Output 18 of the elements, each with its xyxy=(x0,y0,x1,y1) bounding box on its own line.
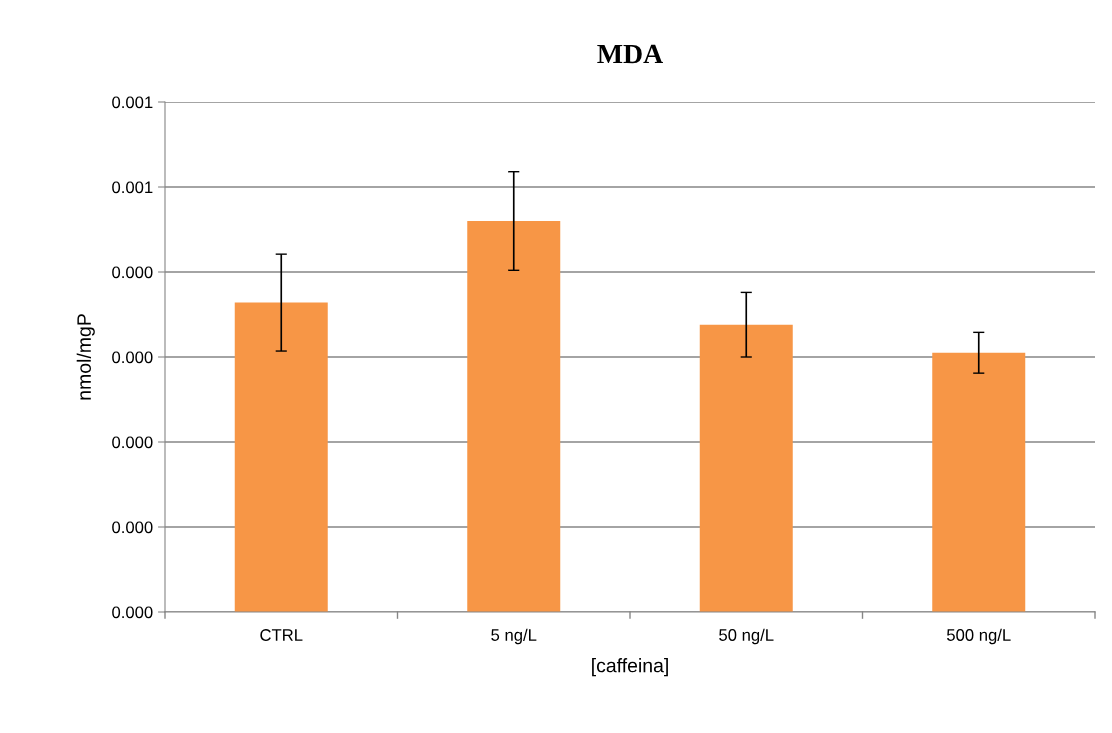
y-tick-label: 0.000 xyxy=(112,521,153,534)
x-tick-label: CTRL xyxy=(260,629,303,641)
y-tick-label: 0.000 xyxy=(112,436,153,449)
x-axis-title: [caffeina] xyxy=(592,658,668,677)
y-tick-label: 0.001 xyxy=(112,96,153,109)
y-tick-label: 0.000 xyxy=(112,266,153,279)
x-tick-label: 5 ng/L xyxy=(491,628,537,645)
y-tick-label: 0.000 xyxy=(112,606,153,619)
x-tick-label: 500 ng/L xyxy=(946,628,1011,645)
y-tick-label: 0.001 xyxy=(112,181,153,194)
bar xyxy=(699,324,793,612)
bar xyxy=(467,221,561,612)
bar xyxy=(234,302,328,612)
chart-title: MDA xyxy=(597,44,663,64)
bar xyxy=(932,352,1026,612)
y-tick-label: 0.000 xyxy=(112,351,153,364)
x-tick-label: 50 ng/L xyxy=(719,628,774,645)
y-axis-title: nmol/mgP xyxy=(76,314,95,400)
